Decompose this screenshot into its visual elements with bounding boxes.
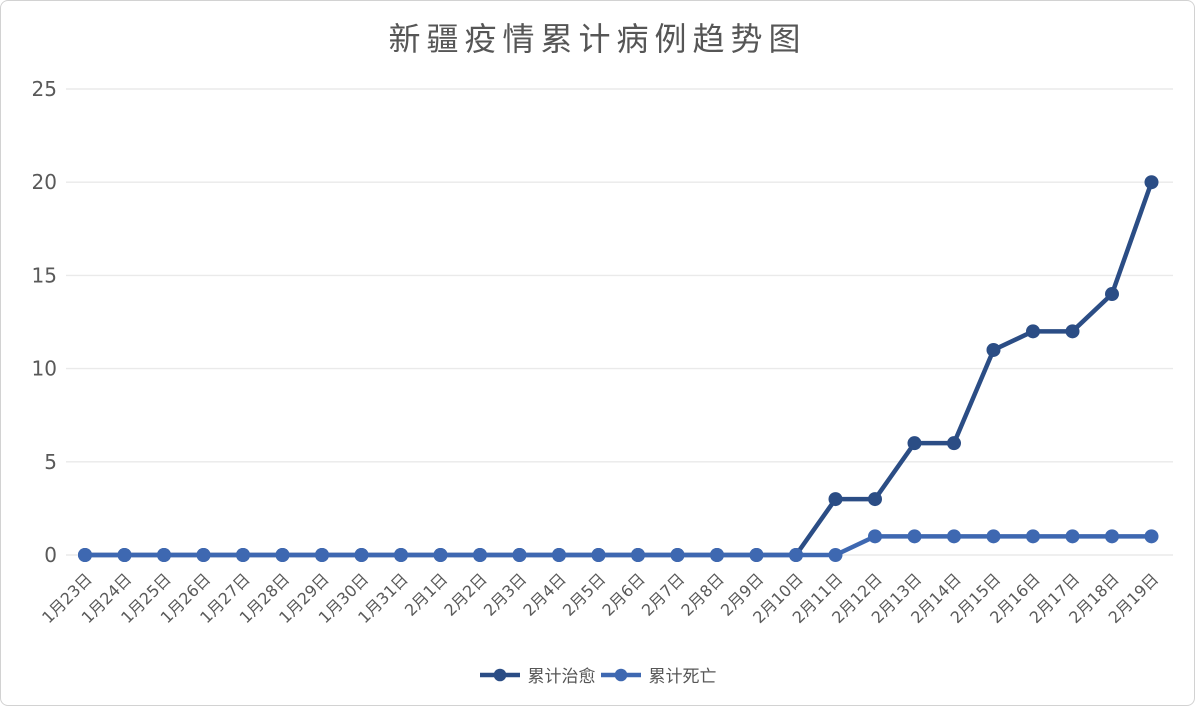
legend-label-cured: 累计治愈 [527, 667, 596, 687]
series-point-death-9 [433, 548, 448, 562]
series-point-death-14 [631, 548, 645, 562]
series-point-death-15 [670, 548, 685, 562]
series-point-death-25 [1065, 529, 1080, 544]
series-point-cured-27 [1144, 175, 1159, 190]
series-point-death-24 [1026, 529, 1040, 544]
series-point-cured-19 [828, 492, 843, 507]
x-tick-label-12: 2月4日 [519, 569, 569, 619]
legend-item-cured: 累计治愈 [479, 662, 596, 687]
x-tick-label-16: 2月8日 [677, 569, 727, 619]
legend-dot-death-icon [614, 668, 627, 681]
y-tick-label-5: 5 [44, 450, 57, 474]
series-point-death-12 [552, 548, 566, 562]
series-line-death [82, 534, 1154, 558]
series-point-death-5 [275, 548, 290, 562]
legend-item-death: 累计死亡 [600, 662, 717, 687]
series-point-death-3 [196, 548, 211, 562]
series-point-death-2 [157, 548, 171, 562]
series-point-death-18 [789, 548, 803, 562]
y-tick-label-0: 0 [44, 543, 57, 567]
series-point-cured-25 [1065, 324, 1080, 339]
series-point-cured-22 [947, 436, 961, 451]
series-point-cured-23 [986, 342, 1001, 357]
series-point-cured-24 [1026, 324, 1040, 339]
x-tick-label-15: 2月7日 [638, 569, 688, 619]
series-point-death-23 [986, 529, 1001, 544]
series-point-death-21 [907, 529, 922, 544]
x-tick-label-10: 2月2日 [440, 569, 490, 619]
series-point-death-7 [354, 548, 369, 562]
series-point-death-1 [117, 548, 132, 562]
y-tick-label-25: 25 [32, 77, 57, 101]
legend-label-death: 累计死亡 [648, 667, 717, 687]
x-tick-label-13: 2月5日 [559, 569, 609, 619]
legend-marker-death-icon [600, 668, 641, 681]
series-point-death-6 [315, 548, 329, 562]
series-point-death-19 [828, 548, 843, 562]
x-tick-label-9: 2月1日 [401, 569, 451, 619]
series-point-death-13 [591, 548, 606, 562]
chart-title: 新疆疫情累计病例趋势图 [388, 20, 807, 58]
series-point-cured-20 [868, 492, 882, 507]
series-point-death-26 [1105, 529, 1119, 544]
series-point-death-20 [868, 529, 882, 544]
series-point-death-8 [394, 548, 408, 562]
x-tick-label-14: 2月6日 [598, 569, 648, 619]
series-point-cured-26 [1105, 287, 1119, 302]
series-point-death-22 [947, 529, 961, 544]
series-point-death-10 [473, 548, 487, 562]
y-tick-label-15: 15 [32, 263, 57, 287]
y-tick-label-10: 10 [32, 357, 57, 381]
series-point-death-11 [512, 548, 527, 562]
series-point-death-16 [710, 548, 724, 562]
series-point-death-27 [1144, 529, 1159, 544]
legend: 累计治愈 累计死亡 [1, 662, 1194, 687]
series-point-death-17 [749, 548, 764, 562]
x-tick-label-11: 2月3日 [480, 569, 530, 619]
legend-marker-cured-icon [479, 668, 520, 681]
series-point-cured-21 [907, 436, 922, 451]
series-point-death-4 [236, 548, 250, 562]
y-tick-label-20: 20 [32, 170, 57, 194]
legend-dot-cured-icon [493, 668, 506, 681]
series-point-death-0 [78, 548, 92, 562]
